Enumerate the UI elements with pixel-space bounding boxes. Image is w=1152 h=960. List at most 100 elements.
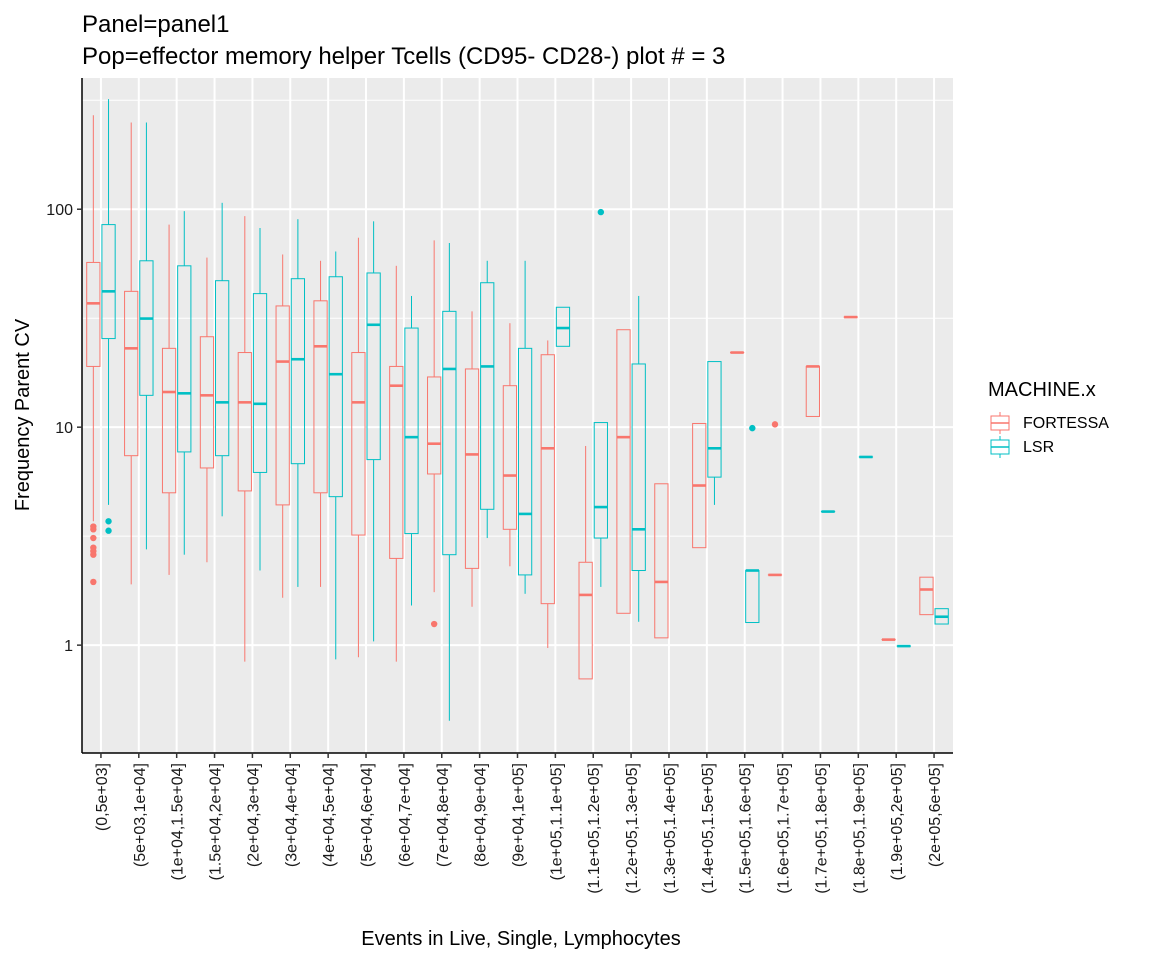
x-tick-label: (1.9e+05,2e+05] <box>889 763 906 880</box>
box-lsr-cat-0 <box>101 99 116 534</box>
box-lsr-cat-14 <box>631 295 646 622</box>
box-lsr-cat-5 <box>290 219 306 587</box>
iqr-box <box>654 483 669 639</box>
iqr-box <box>290 278 306 465</box>
legend-label-lsr: LSR <box>1023 439 1054 456</box>
box-lsr-cat-7 <box>366 221 381 642</box>
iqr-box <box>215 280 230 457</box>
iqr-box <box>631 363 646 572</box>
axis-ticks: 1 10 100 (0,5e+03] (5e+03,1e+04] (1e+04,1.5e+… <box>46 202 944 894</box>
legend-key-lsr <box>990 436 1010 458</box>
box-fortessa-cat-7 <box>351 237 366 658</box>
box-lsr-cat-10 <box>480 260 495 539</box>
iqr-box <box>540 354 555 605</box>
outlier-point <box>430 620 438 628</box>
iqr-box <box>237 352 252 492</box>
iqr-box <box>177 265 192 453</box>
x-tick-label: (1.4e+05,1.5e+05] <box>700 763 717 894</box>
x-tick-label: (6e+04,7e+04] <box>397 763 414 867</box>
x-tick-label: (1.1e+05,1.2e+05] <box>586 763 603 894</box>
box-fortessa-cat-8 <box>389 265 404 662</box>
outlier-point <box>105 527 112 534</box>
x-axis-title: Events in Live, Single, Lymphocytes <box>361 928 680 950</box>
box-fortessa-cat-4 <box>237 216 252 662</box>
box-lsr-cat-1 <box>139 122 154 550</box>
x-tick-label: (3e+04,4e+04] <box>283 763 300 867</box>
box-fortessa-cat-19 <box>805 365 820 417</box>
iqr-box <box>389 365 404 559</box>
box-fortessa-cat-3 <box>199 257 215 563</box>
box-fortessa-cat-10 <box>464 311 480 607</box>
x-tick-label: (1.5e+05,1.6e+05] <box>738 763 755 894</box>
outlier-point <box>90 578 97 586</box>
box-lsr-cat-4 <box>252 228 268 571</box>
iqr-box <box>427 376 442 475</box>
chart-title-line2: Pop=effector memory helper Tcells (CD95-… <box>82 43 725 70</box>
chart-title-line1: Panel=panel1 <box>82 11 229 38</box>
box-fortessa-cat-22 <box>919 576 934 616</box>
box-lsr-cat-11 <box>517 260 533 594</box>
box-fortessa-cat-2 <box>161 224 177 575</box>
x-tick-label: (5e+04,6e+04] <box>359 763 376 867</box>
x-tick-label: (2e+05,6e+05] <box>927 763 944 867</box>
box-lsr-cat-2 <box>177 211 192 555</box>
iqr-box <box>139 260 154 396</box>
box-fortessa-cat-13 <box>578 445 593 680</box>
box-fortessa-cat-1 <box>124 122 139 585</box>
iqr-box <box>616 329 631 614</box>
box-fortessa-cat-0 <box>86 115 101 586</box>
box-fortessa-cat-5 <box>275 254 290 598</box>
iqr-box <box>366 272 381 461</box>
legend: MACHINE.x FORTESSA LSR <box>988 379 1109 458</box>
x-tick-label: (2e+04,3e+04] <box>245 763 262 867</box>
y-axis-title: Frequency Parent CV <box>12 318 34 511</box>
iqr-box <box>404 327 419 535</box>
box-fortessa-cat-16 <box>692 422 707 549</box>
x-tick-label: (1.5e+04,2e+04] <box>208 763 225 880</box>
x-tick-label: (1.7e+05,1.8e+05] <box>813 763 830 894</box>
y-tick-label: 10 <box>55 420 73 437</box>
iqr-box <box>707 361 722 478</box>
iqr-box <box>313 300 328 494</box>
outlier-point <box>90 526 97 533</box>
iqr-box <box>199 336 215 469</box>
box-lsr-cat-6 <box>328 251 343 660</box>
box-lsr-cat-16 <box>707 361 722 505</box>
box-fortessa-cat-9 <box>427 240 442 628</box>
iqr-box <box>502 385 518 530</box>
box-fortessa-cat-11 <box>502 323 518 567</box>
boxes-layer <box>86 99 949 721</box>
legend-keys <box>990 412 1010 458</box>
legend-key-fortessa <box>990 412 1010 434</box>
y-tick-label: 100 <box>46 202 73 219</box>
box-fortessa-cat-15 <box>654 483 669 639</box>
outlier-point <box>105 518 112 525</box>
x-tick-label: (8e+04,9e+04] <box>473 763 490 867</box>
x-tick-label: (4e+04,5e+04] <box>321 763 338 867</box>
gridlines <box>82 78 953 753</box>
x-tick-label: (1e+05,1.1e+05] <box>548 763 565 880</box>
iqr-box <box>101 224 116 340</box>
box-lsr-cat-12 <box>555 306 571 347</box>
iqr-box <box>351 352 366 536</box>
outlier-point <box>90 551 97 558</box>
box-lsr-cat-8 <box>404 295 419 606</box>
box-fortessa-cat-18 <box>767 421 783 577</box>
iqr-box <box>464 368 480 569</box>
iqr-box <box>593 422 608 539</box>
iqr-box <box>480 282 495 510</box>
outlier-point <box>90 534 97 542</box>
box-fortessa-cat-6 <box>313 260 328 587</box>
x-tick-label: (1.6e+05,1.7e+05] <box>776 763 793 894</box>
y-tick-label: 1 <box>64 638 73 655</box>
legend-label-fortessa: FORTESSA <box>1023 415 1109 432</box>
box-fortessa-cat-12 <box>540 340 555 649</box>
iqr-box <box>252 293 268 473</box>
x-tick-label: (1.2e+05,1.3e+05] <box>624 763 641 894</box>
iqr-box <box>442 310 457 556</box>
iqr-box <box>124 290 139 457</box>
iqr-box <box>517 347 533 576</box>
iqr-box <box>919 576 934 616</box>
outlier-point <box>749 424 756 432</box>
